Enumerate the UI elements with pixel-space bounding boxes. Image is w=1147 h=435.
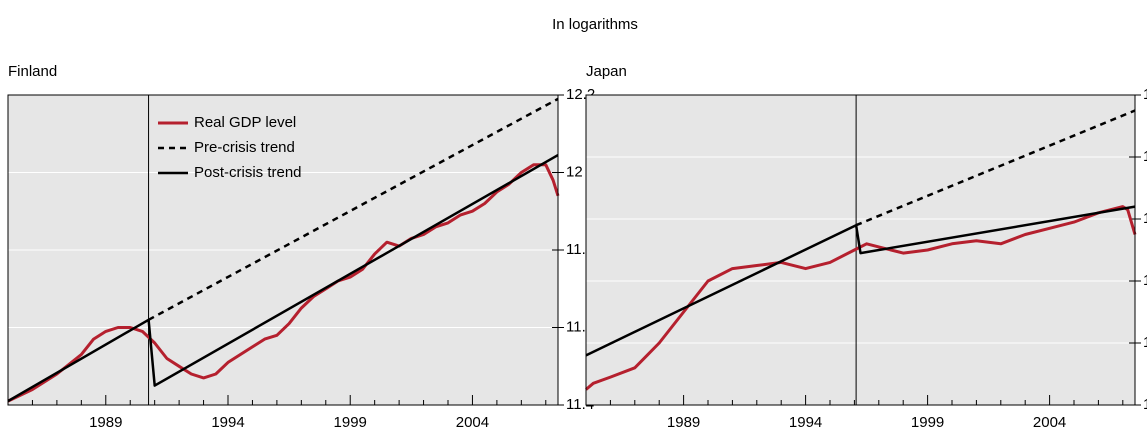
- y-tick-label: 13.4: [1143, 148, 1147, 165]
- panel-title: Finland: [8, 63, 57, 80]
- y-tick-label: 13.2: [1143, 210, 1147, 227]
- plot-border: [585, 94, 1136, 406]
- x-tick-label: 1989: [89, 414, 122, 431]
- x-tick-label: 1994: [211, 414, 244, 431]
- x-tick-label: 2004: [456, 414, 489, 431]
- figure-title: In logarithms: [552, 16, 638, 33]
- x-tick-label: 1989: [667, 414, 700, 431]
- series-line: [148, 97, 559, 321]
- y-tick-label: 12.6: [1143, 396, 1147, 413]
- x-tick-label: 1999: [911, 414, 944, 431]
- series-line: [585, 205, 1137, 391]
- series-line: [585, 205, 1136, 357]
- x-tick-label: 1999: [334, 414, 367, 431]
- y-tick-label: 12.8: [1143, 334, 1147, 351]
- plot-border: [7, 94, 559, 406]
- y-tick-label: 13.6: [1143, 86, 1147, 103]
- y-tick-label: 13: [1143, 272, 1147, 289]
- panel-title: Japan: [586, 63, 627, 80]
- legend-label: Post-crisis trend: [194, 164, 302, 181]
- legend-label: Real GDP level: [194, 114, 296, 131]
- series-line: [7, 154, 559, 403]
- x-tick-label: 2004: [1033, 414, 1066, 431]
- legend-label: Pre-crisis trend: [194, 139, 295, 156]
- y-tick-label: 12: [566, 163, 583, 180]
- x-tick-label: 1994: [789, 414, 822, 431]
